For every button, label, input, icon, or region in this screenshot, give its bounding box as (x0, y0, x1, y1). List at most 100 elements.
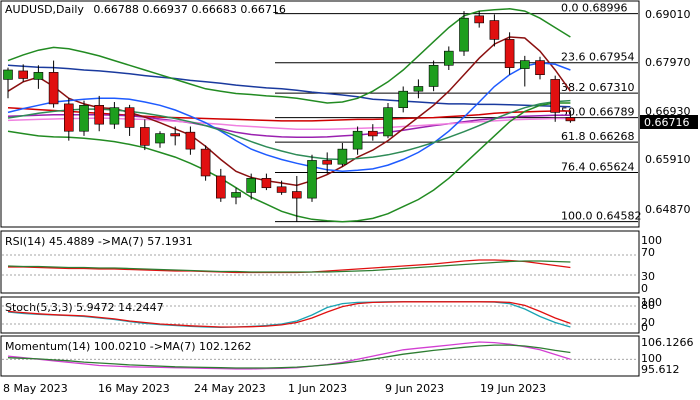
x-tick-label: 1 Jun 2023 (288, 382, 347, 395)
candle-body (352, 130, 363, 150)
fib-level-label: 61.8 0.66268 (561, 130, 634, 143)
candlestick (519, 55, 530, 87)
candlestick (48, 60, 59, 108)
momentum-title: Momentum(14) 100.0210 ->MA(7) 102.1262 (5, 340, 252, 353)
price-pane-frame (0, 0, 640, 228)
current-price-label: 0.66716 (644, 116, 690, 129)
candle-body (33, 72, 44, 80)
symbol-label: AUDUSD,Daily (5, 3, 84, 16)
candlestick (276, 180, 287, 195)
candle-body (185, 131, 196, 150)
candle-body (48, 72, 59, 105)
rsi-y-axis: 100 70 30 0 (641, 234, 662, 295)
moving-average-line (7, 62, 571, 173)
momentum-pane-frame (0, 335, 640, 377)
candle-body (246, 178, 256, 193)
x-tick-label: 24 May 2023 (194, 382, 266, 395)
stoch-y-axis: 100 80 20 0 (641, 296, 662, 334)
candlestick (322, 152, 333, 174)
y-tick-label: 70 (641, 246, 655, 259)
candle-body (367, 130, 378, 137)
x-axis: 8 May 2023 16 May 2023 24 May 2023 1 Jun… (3, 382, 546, 395)
current-price-tag: 0.66716 (640, 115, 698, 129)
candlestick (413, 79, 424, 99)
candlestick (489, 14, 500, 47)
candlestick (140, 119, 150, 151)
candle-body (398, 90, 409, 108)
candle-body (140, 127, 150, 146)
candle-body (474, 15, 485, 24)
candlestick (246, 173, 256, 200)
candlestick (261, 173, 272, 191)
x-tick-label: 16 May 2023 (98, 382, 170, 395)
y-tick-label: 0.67970 (645, 56, 691, 69)
candlestick (3, 67, 13, 99)
candlestick (535, 56, 545, 80)
candle-body (79, 105, 89, 132)
candlestick (398, 86, 409, 113)
candle-body (109, 107, 120, 125)
candle-body (337, 148, 348, 165)
candle-body (550, 79, 561, 113)
momentum-y-axis: 106.1266 100 95.612 (641, 336, 694, 376)
rsi-lines (2, 254, 638, 276)
candle-body (428, 64, 439, 87)
candle-body (413, 86, 424, 92)
candle-body (322, 160, 333, 165)
y-tick-label: 100 (641, 296, 662, 309)
y-tick-label: 0.64870 (645, 203, 691, 216)
y-tick-label: 0.69010 (645, 8, 691, 21)
candle-body (3, 69, 13, 80)
y-tick-label: 106.1266 (641, 336, 694, 349)
candlestick (383, 102, 393, 139)
candle-body (443, 50, 454, 66)
stoch-title: Stoch(5,3,3) 5.9472 14.2447 (5, 301, 164, 314)
candle-body (64, 103, 74, 132)
candle-body (535, 60, 545, 76)
moving-average-line (7, 102, 571, 223)
candle-body (200, 148, 211, 177)
indicator-line (7, 260, 571, 273)
candle-body (231, 192, 241, 198)
fib-level-label: 38.2 0.67310 (561, 81, 634, 94)
candlestick (291, 175, 302, 222)
candlestick (185, 126, 196, 155)
ohlc-values: 0.66788 0.66937 0.66683 0.66716 (93, 3, 285, 16)
stoch-lines (2, 301, 638, 328)
y-tick-label: 0.65910 (645, 153, 691, 166)
candle-body (459, 17, 469, 52)
candle-body (155, 133, 165, 144)
y-tick-label: 100 (641, 234, 662, 247)
chart-header: AUDUSD,Daily 0.66788 0.66937 0.66683 0.6… (5, 3, 286, 16)
candlestick (459, 11, 469, 56)
fib-level-label: 50.0 0.66789 (561, 106, 634, 119)
fib-level-label: 23.6 0.67954 (561, 51, 634, 64)
candle-body (261, 178, 272, 189)
candlestick (94, 95, 104, 132)
candlesticks (3, 11, 576, 222)
indicator-line (7, 301, 571, 328)
candlestick (170, 126, 180, 146)
rsi-pane-frame (0, 230, 640, 294)
y-tick-label: 100 (641, 352, 662, 365)
fib-level-label: 100.0 0.64582 (561, 210, 641, 223)
candlestick (33, 65, 44, 89)
moving-average-line (7, 8, 571, 104)
candlestick (109, 102, 120, 129)
candlestick (124, 104, 135, 136)
candle-body (489, 20, 500, 40)
y-tick-label: 20 (641, 316, 655, 329)
candle-body (18, 70, 29, 79)
candle-body (216, 175, 226, 199)
stoch-pane-frame (0, 296, 640, 334)
x-tick-label: 8 May 2023 (3, 382, 68, 395)
candlestick (367, 124, 378, 141)
x-tick-label: 19 Jun 2023 (480, 382, 546, 395)
candlestick (231, 187, 241, 205)
fib-level-label: 0.0 0.68996 (561, 2, 627, 15)
candlestick (18, 64, 29, 82)
candle-body (565, 117, 576, 122)
candlestick (200, 145, 211, 181)
y-tick-label: 0.66930 (645, 105, 691, 118)
